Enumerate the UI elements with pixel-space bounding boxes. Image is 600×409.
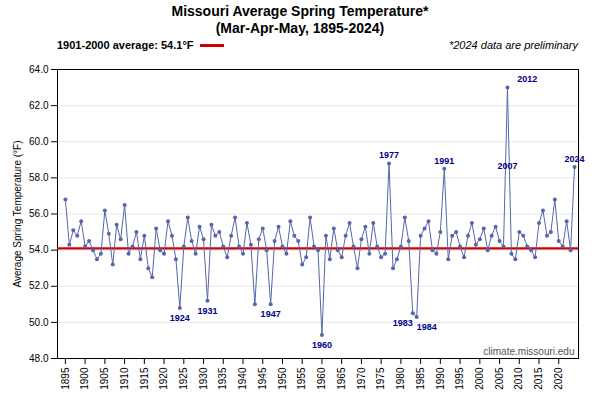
svg-text:1990: 1990 (435, 367, 446, 390)
svg-text:2024: 2024 (565, 154, 585, 164)
html-text:(Mar-Apr-May, 1895-2024): (Mar-Apr-May, 1895-2024) (215, 20, 385, 36)
svg-text:52.0: 52.0 (29, 280, 49, 291)
svg-text:1895: 1895 (60, 367, 71, 390)
svg-text:1950: 1950 (277, 367, 288, 390)
svg-text:60.0: 60.0 (29, 136, 49, 147)
svg-text:1955: 1955 (296, 367, 307, 390)
html-text:1901-2000 average: 54.1°F: 1901-2000 average: 54.1°F (57, 39, 194, 51)
html-text:*2024 data are preliminary: *2024 data are preliminary (449, 39, 578, 51)
svg-text:1977: 1977 (379, 150, 399, 160)
html-text:Missouri Average Spring Temper: Missouri Average Spring Temperature* (171, 3, 429, 19)
svg-text:62.0: 62.0 (29, 100, 49, 111)
svg-text:Average Spring Temperature (°F: Average Spring Temperature (°F) (12, 140, 23, 287)
svg-text:48.0: 48.0 (29, 353, 49, 364)
svg-text:1930: 1930 (198, 367, 209, 390)
svg-text:64.0: 64.0 (29, 64, 49, 75)
svg-text:1940: 1940 (237, 367, 248, 390)
svg-text:1905: 1905 (99, 367, 110, 390)
svg-text:1985: 1985 (415, 367, 426, 390)
svg-text:1935: 1935 (217, 367, 228, 390)
svg-text:50.0: 50.0 (29, 317, 49, 328)
svg-text:2010: 2010 (513, 367, 524, 390)
svg-text:1970: 1970 (356, 367, 367, 390)
svg-text:1991: 1991 (434, 156, 454, 166)
svg-text:2005: 2005 (494, 367, 505, 390)
svg-text:1931: 1931 (197, 306, 217, 316)
svg-text:1995: 1995 (454, 367, 465, 390)
svg-text:2012: 2012 (517, 74, 537, 84)
svg-text:2007: 2007 (497, 161, 517, 171)
svg-text:1910: 1910 (119, 367, 130, 390)
svg-text:1915: 1915 (139, 367, 150, 390)
svg-text:1924: 1924 (170, 313, 190, 323)
svg-text:2020: 2020 (553, 367, 564, 390)
svg-text:1925: 1925 (178, 367, 189, 390)
svg-text:58.0: 58.0 (29, 172, 49, 183)
svg-text:1960: 1960 (312, 340, 332, 350)
svg-text:2015: 2015 (533, 367, 544, 390)
svg-text:2000: 2000 (474, 367, 485, 390)
svg-text:1947: 1947 (261, 309, 281, 319)
svg-text:1900: 1900 (79, 367, 90, 390)
svg-text:54.0: 54.0 (29, 244, 49, 255)
svg-text:1984: 1984 (417, 322, 437, 332)
svg-text:1920: 1920 (158, 367, 169, 390)
svg-text:climate.missouri.edu: climate.missouri.edu (483, 346, 574, 357)
svg-text:1960: 1960 (316, 367, 327, 390)
svg-text:1980: 1980 (395, 367, 406, 390)
svg-text:1983: 1983 (393, 318, 413, 328)
svg-text:56.0: 56.0 (29, 208, 49, 219)
svg-text:1945: 1945 (257, 367, 268, 390)
svg-text:1975: 1975 (375, 367, 386, 390)
svg-text:1965: 1965 (336, 367, 347, 390)
